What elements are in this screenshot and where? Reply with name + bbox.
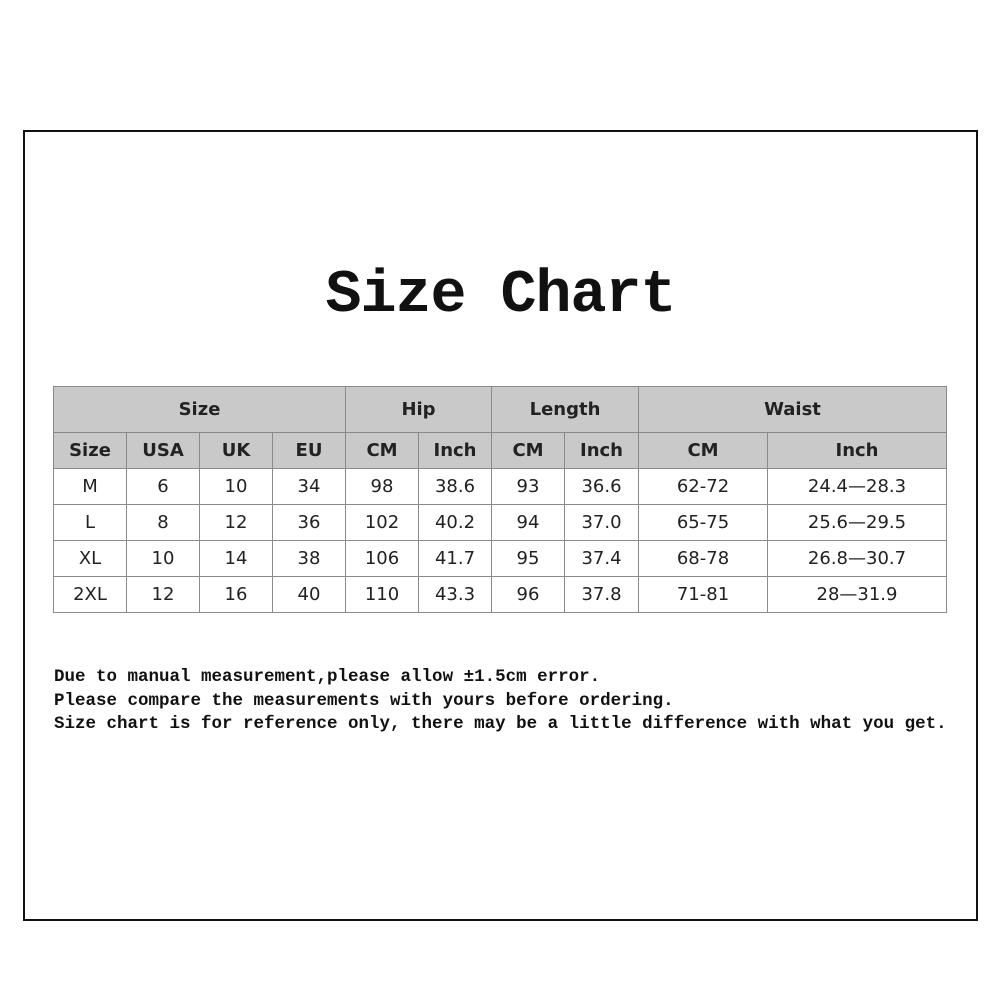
table-cell: 8 xyxy=(126,504,200,541)
table-cell: 68-78 xyxy=(638,540,768,577)
column-header: Size xyxy=(53,432,127,469)
group-header-size: Size xyxy=(53,386,346,433)
table-cell: XL xyxy=(53,540,127,577)
table-cell: 14 xyxy=(199,540,273,577)
table-cell: 40 xyxy=(272,576,346,613)
table-cell: L xyxy=(53,504,127,541)
table-cell: 38.6 xyxy=(418,468,492,505)
table-cell: 65-75 xyxy=(638,504,768,541)
table-cell: 10 xyxy=(199,468,273,505)
column-header: CM xyxy=(638,432,768,469)
table-cell: 37.4 xyxy=(564,540,639,577)
table-cell: 6 xyxy=(126,468,200,505)
group-header-waist: Waist xyxy=(638,386,947,433)
table-cell: M xyxy=(53,468,127,505)
table-cell: 37.8 xyxy=(564,576,639,613)
table-row: L 8 12 36 102 40.2 94 37.0 65-75 25.6—29.5 xyxy=(53,504,947,541)
table-cell: 41.7 xyxy=(418,540,492,577)
chart-frame xyxy=(23,130,978,921)
column-header: CM xyxy=(345,432,419,469)
table-cell: 24.4—28.3 xyxy=(767,468,947,505)
table-cell: 36 xyxy=(272,504,346,541)
column-header: UK xyxy=(199,432,273,469)
column-header: Inch xyxy=(418,432,492,469)
table-cell: 43.3 xyxy=(418,576,492,613)
table-cell: 71-81 xyxy=(638,576,768,613)
table-cell: 26.8—30.7 xyxy=(767,540,947,577)
table-cell: 40.2 xyxy=(418,504,492,541)
group-header-hip: Hip xyxy=(345,386,492,433)
column-header: EU xyxy=(272,432,346,469)
table-cell: 102 xyxy=(345,504,419,541)
table-cell: 28—31.9 xyxy=(767,576,947,613)
size-table: Size Hip Length Waist Size USA UK EU CM Inch C… xyxy=(53,386,947,613)
table-cell: 10 xyxy=(126,540,200,577)
notes: Due to manual measurement,please allow ±… xyxy=(54,666,947,737)
table-cell: 95 xyxy=(491,540,565,577)
note-line: Due to manual measurement,please allow ±… xyxy=(54,667,601,687)
note-line: Size chart is for reference only, there … xyxy=(54,714,947,734)
table-cell: 93 xyxy=(491,468,565,505)
group-header-length: Length xyxy=(491,386,639,433)
table-cell: 2XL xyxy=(53,576,127,613)
column-header: Inch xyxy=(564,432,639,469)
page-title: Size Chart xyxy=(325,262,676,330)
table-cell: 37.0 xyxy=(564,504,639,541)
table-cell: 96 xyxy=(491,576,565,613)
column-header: USA xyxy=(126,432,200,469)
table-cell: 98 xyxy=(345,468,419,505)
table-cell: 94 xyxy=(491,504,565,541)
table-cell: 38 xyxy=(272,540,346,577)
table-row: M 6 10 34 98 38.6 93 36.6 62-72 24.4—28.3 xyxy=(53,468,947,505)
table-cell: 106 xyxy=(345,540,419,577)
note-line: Please compare the measurements with you… xyxy=(54,690,674,711)
table-cell: 110 xyxy=(345,576,419,613)
table-row: 2XL 12 16 40 110 43.3 96 37.8 71-81 28—31.9 xyxy=(53,576,947,613)
table-cell: 36.6 xyxy=(564,468,639,505)
table-cell: 62-72 xyxy=(638,468,768,505)
table-cell: 16 xyxy=(199,576,273,613)
table-cell: 12 xyxy=(199,504,273,541)
table-cell: 34 xyxy=(272,468,346,505)
table-cell: 12 xyxy=(126,576,200,613)
column-header: Inch xyxy=(767,432,947,469)
table-row: XL 10 14 38 106 41.7 95 37.4 68-78 26.8—30.7 xyxy=(53,540,947,577)
column-header: CM xyxy=(491,432,565,469)
table-cell: 25.6—29.5 xyxy=(767,504,947,541)
